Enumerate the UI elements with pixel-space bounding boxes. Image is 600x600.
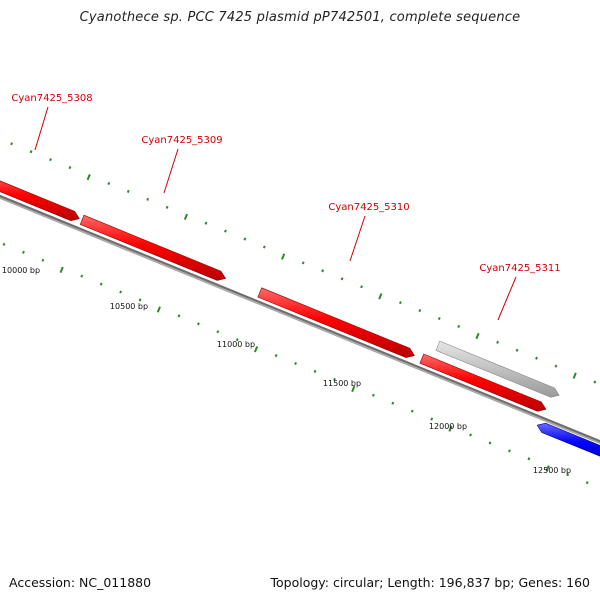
outer-tick	[475, 332, 480, 340]
gene-label: Cyan7425_5310	[328, 202, 409, 213]
inner-tick	[448, 425, 453, 432]
inner-tick	[469, 433, 472, 437]
inner-tick	[119, 290, 123, 294]
scale-label: 11500 bp	[323, 379, 361, 388]
outer-tick	[457, 324, 461, 328]
inner-tick	[566, 473, 570, 477]
scale-label: 10500 bp	[110, 302, 148, 311]
inner-tick	[410, 409, 414, 413]
gene-label: Cyan7425_5309	[141, 135, 222, 146]
inner-tick	[585, 481, 589, 485]
outer-tick	[29, 150, 33, 154]
outer-tick	[107, 181, 111, 186]
outer-tick	[183, 213, 188, 221]
gene-label-leader	[163, 148, 179, 194]
outer-tick	[572, 372, 577, 379]
inner-tick	[235, 338, 239, 342]
inner-tick	[59, 266, 64, 273]
outer-tick	[418, 309, 422, 313]
gene-arrow-cyan7425_5308	[0, 180, 80, 222]
inner-tick	[177, 314, 181, 318]
inner-tick	[156, 306, 161, 313]
outer-tick	[10, 142, 14, 146]
sequence-backbone	[0, 194, 600, 445]
gene-label: Cyan7425_5308	[11, 93, 92, 104]
outer-tick	[224, 229, 227, 233]
gene-arrow-cyan7425_5311	[435, 340, 560, 398]
inner-tick	[371, 393, 375, 397]
inner-tick-track	[2, 242, 589, 485]
scale-label-layer: 10000 bp 10500 bp 11000 bp 11500 bp 12000 bp…	[2, 266, 571, 475]
outer-tick	[68, 166, 72, 170]
accession-label: Accession: NC_011880	[9, 575, 152, 590]
inner-tick	[216, 330, 220, 334]
inner-tick	[488, 441, 492, 445]
inner-tick	[391, 401, 395, 405]
topology-summary: Topology: circular; Length: 196,837 bp; …	[270, 575, 591, 590]
outer-tick	[146, 197, 150, 201]
outer-tick	[378, 293, 383, 300]
outer-tick	[204, 221, 208, 225]
backbone-line	[0, 194, 600, 443]
gene-arrow-cyan7425_5309	[79, 214, 227, 281]
outer-tick	[515, 348, 519, 352]
inner-tick	[508, 449, 511, 453]
scale-label: 12000 bp	[429, 422, 467, 431]
gene-label-leader	[497, 276, 517, 321]
inner-tick	[197, 322, 200, 326]
outer-tick	[554, 364, 558, 368]
scale-label: 12500 bp	[533, 466, 571, 475]
inner-tick	[138, 298, 142, 302]
inner-tick	[430, 417, 434, 421]
inner-tick	[333, 377, 336, 381]
inner-tick	[2, 242, 6, 246]
inner-tick	[41, 258, 45, 262]
outer-tick	[360, 285, 363, 289]
map-title: Cyanothece sp. PCC 7425 plasmid pP742501…	[79, 10, 521, 25]
outer-tick	[399, 301, 402, 305]
scale-label: 11000 bp	[217, 340, 255, 349]
gene-arrow	[536, 422, 600, 457]
inner-tick	[80, 274, 84, 278]
inner-tick	[294, 361, 298, 366]
inner-tick	[313, 369, 317, 373]
gene-features	[0, 180, 600, 457]
inner-tick	[254, 346, 259, 353]
inner-tick	[274, 354, 278, 358]
outer-tick	[593, 380, 597, 384]
outer-tick	[243, 237, 247, 241]
scale-label: 10000 bp	[2, 266, 40, 275]
outer-tick	[535, 356, 538, 360]
outer-tick	[165, 205, 169, 209]
backbone-line	[0, 197, 600, 445]
gene-label-leader	[34, 106, 49, 151]
inner-tick	[351, 385, 356, 393]
outer-tick	[437, 316, 441, 321]
inner-tick	[545, 465, 550, 472]
outer-tick	[262, 245, 266, 249]
outer-tick	[321, 269, 325, 273]
outer-tick-track	[10, 142, 597, 384]
inner-tick	[527, 457, 531, 461]
outer-tick	[301, 261, 305, 265]
gene-label-layer: Cyan7425_5308 Cyan7425_5309 Cyan7425_5310 C…	[11, 93, 561, 321]
outer-tick	[126, 189, 130, 193]
inner-tick	[99, 282, 103, 286]
gene-label: Cyan7425_5311	[479, 263, 560, 274]
outer-tick	[340, 277, 344, 281]
inner-tick	[22, 250, 25, 254]
outer-tick	[49, 158, 52, 162]
outer-tick	[496, 340, 500, 344]
gene-label-leader	[349, 215, 366, 262]
gene-arrow	[419, 353, 547, 412]
outer-tick	[86, 173, 91, 181]
outer-tick	[281, 253, 286, 260]
gene-arrow-cyan7425_5310	[257, 287, 415, 358]
